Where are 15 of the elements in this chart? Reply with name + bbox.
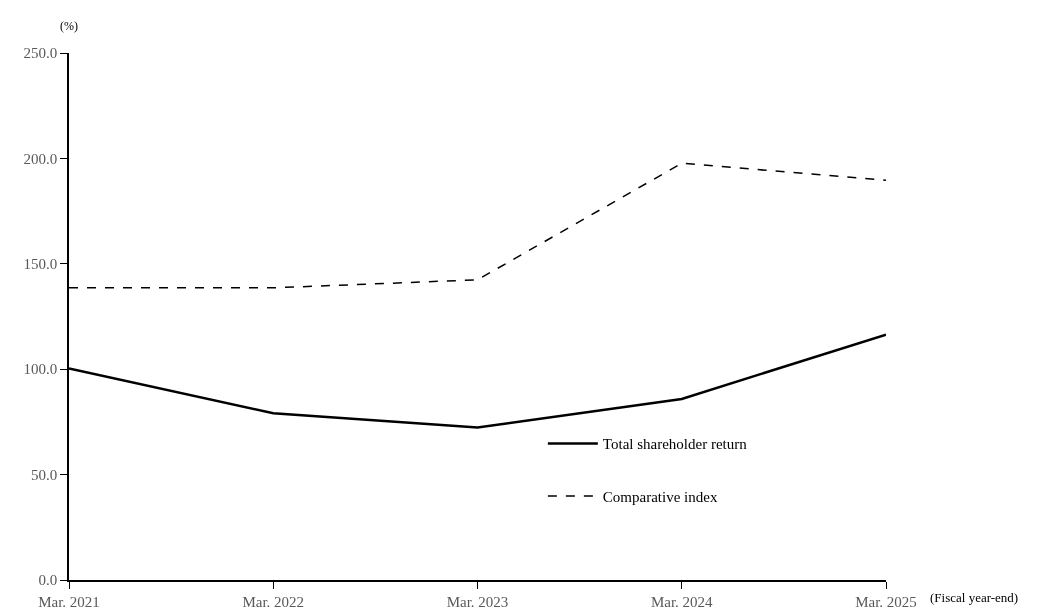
x-tick-label: Mar. 2021 [38, 593, 100, 610]
x-tick-label: Mar. 2022 [242, 593, 305, 610]
x-tick-label: Mar. 2025 [855, 593, 917, 610]
x-tick-label: Mar. 2024 [650, 593, 714, 610]
y-tick-label: 100.0 [23, 361, 58, 378]
x-tick-label: Mar. 2023 [446, 593, 509, 610]
legend-label: Total shareholder return [602, 436, 748, 453]
y-tick-label: 250.0 [23, 45, 58, 62]
y-axis-title: (%) [60, 19, 78, 33]
y-tick-label: 150.0 [23, 256, 58, 273]
legend-label: Comparative index [602, 488, 718, 505]
y-tick-label: 0.0 [38, 572, 58, 589]
x-axis-title: (Fiscal year-end) [930, 590, 1019, 605]
y-tick-label: 200.0 [23, 150, 58, 167]
y-tick-label: 50.0 [31, 466, 58, 483]
